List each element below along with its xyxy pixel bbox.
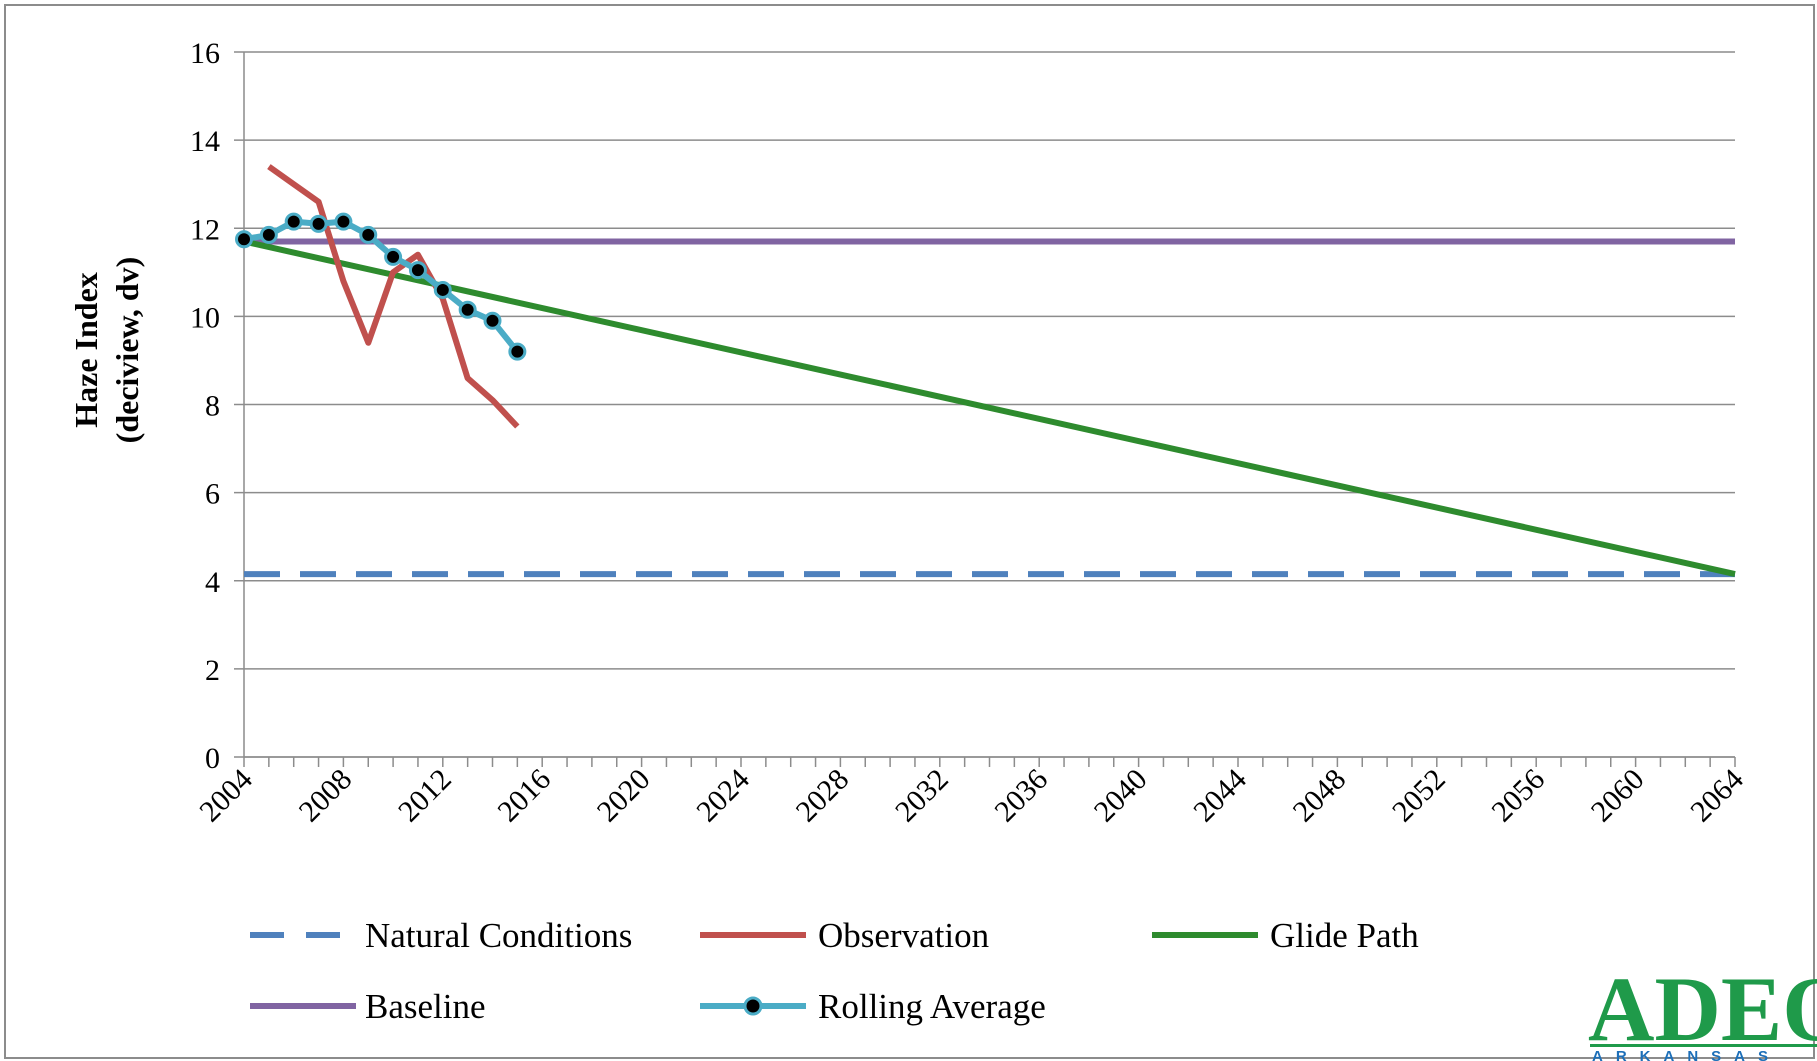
x-tick-label: 2048 (1287, 763, 1353, 829)
legend-label-glide-path: Glide Path (1270, 916, 1419, 955)
x-tick-label: 2008 (293, 763, 359, 829)
x-tick-label: 2024 (690, 763, 756, 829)
x-tick-label: 2036 (988, 763, 1054, 829)
logo-main-text: ADEQ (1588, 958, 1817, 1060)
data-point-rolling-average (433, 280, 452, 299)
legend-marker-rolling-average (743, 996, 763, 1016)
legend-label-baseline: Baseline (365, 987, 486, 1026)
data-point-rolling-average (359, 225, 378, 244)
data-point-rolling-average (284, 212, 303, 231)
legend-label-observation: Observation (818, 916, 989, 955)
x-tick-label: 2060 (1585, 763, 1651, 829)
legend-label-rolling-average: Rolling Average (818, 987, 1046, 1026)
y-tick-label: 6 (205, 478, 220, 511)
y-tick-label: 2 (205, 654, 220, 687)
x-tick-label: 2004 (193, 763, 259, 829)
y-axis-label-line2: (deciview, dv) (109, 257, 145, 444)
x-tick-label: 2020 (591, 763, 657, 829)
x-tick-labels: 2004 2008 2012 2016 2020 2024 2028 2032 2036 2040… (193, 763, 1750, 829)
x-tick-label: 2032 (889, 763, 955, 829)
y-tick-labels: 0 2 4 6 8 10 12 14 16 (190, 37, 220, 775)
data-point-rolling-average (384, 247, 403, 266)
adeq-logo: ADEQ ARKANSAS (1588, 958, 1817, 1061)
logo-sub-text: ARKANSAS (1592, 1048, 1781, 1061)
y-tick-label: 8 (205, 390, 220, 423)
y-tick-label: 14 (190, 125, 220, 158)
y-tick-label: 4 (205, 566, 220, 599)
chart-frame (4, 4, 1815, 1059)
axes (243, 52, 1736, 767)
y-tick-label: 12 (190, 213, 220, 246)
logo-divider (1590, 1044, 1817, 1047)
data-point-rolling-average (309, 214, 328, 233)
x-tick-label: 2012 (392, 763, 458, 829)
x-tick-label: 2016 (491, 763, 557, 829)
y-tick-label: 0 (205, 742, 220, 775)
x-tick-label: 2044 (1187, 763, 1253, 829)
data-point-rolling-average (408, 261, 427, 280)
data-point-rolling-average (483, 311, 502, 330)
data-point-rolling-average (259, 225, 278, 244)
x-tick-label: 2040 (1088, 763, 1154, 829)
series-line-glide-path (243, 238, 1736, 578)
x-tick-label: 2052 (1386, 763, 1452, 829)
data-point-rolling-average (334, 212, 353, 231)
x-tick-label: 2028 (790, 763, 856, 829)
series (235, 164, 1736, 578)
y-axis-label-line1: Haze Index (68, 272, 104, 428)
data-point-rolling-average (508, 342, 527, 361)
y-tick-label: 10 (190, 301, 220, 334)
series-line-observation (267, 164, 520, 429)
x-tick-label: 2056 (1485, 763, 1551, 829)
y-tick-label: 16 (190, 37, 220, 70)
legend-label-natural-conditions: Natural Conditions (365, 916, 632, 955)
legend: Natural Conditions Observation Glide Path B… (250, 916, 1419, 1026)
data-point-rolling-average (235, 230, 253, 249)
data-point-rolling-average (458, 300, 477, 319)
x-tick-label: 2064 (1684, 763, 1750, 829)
